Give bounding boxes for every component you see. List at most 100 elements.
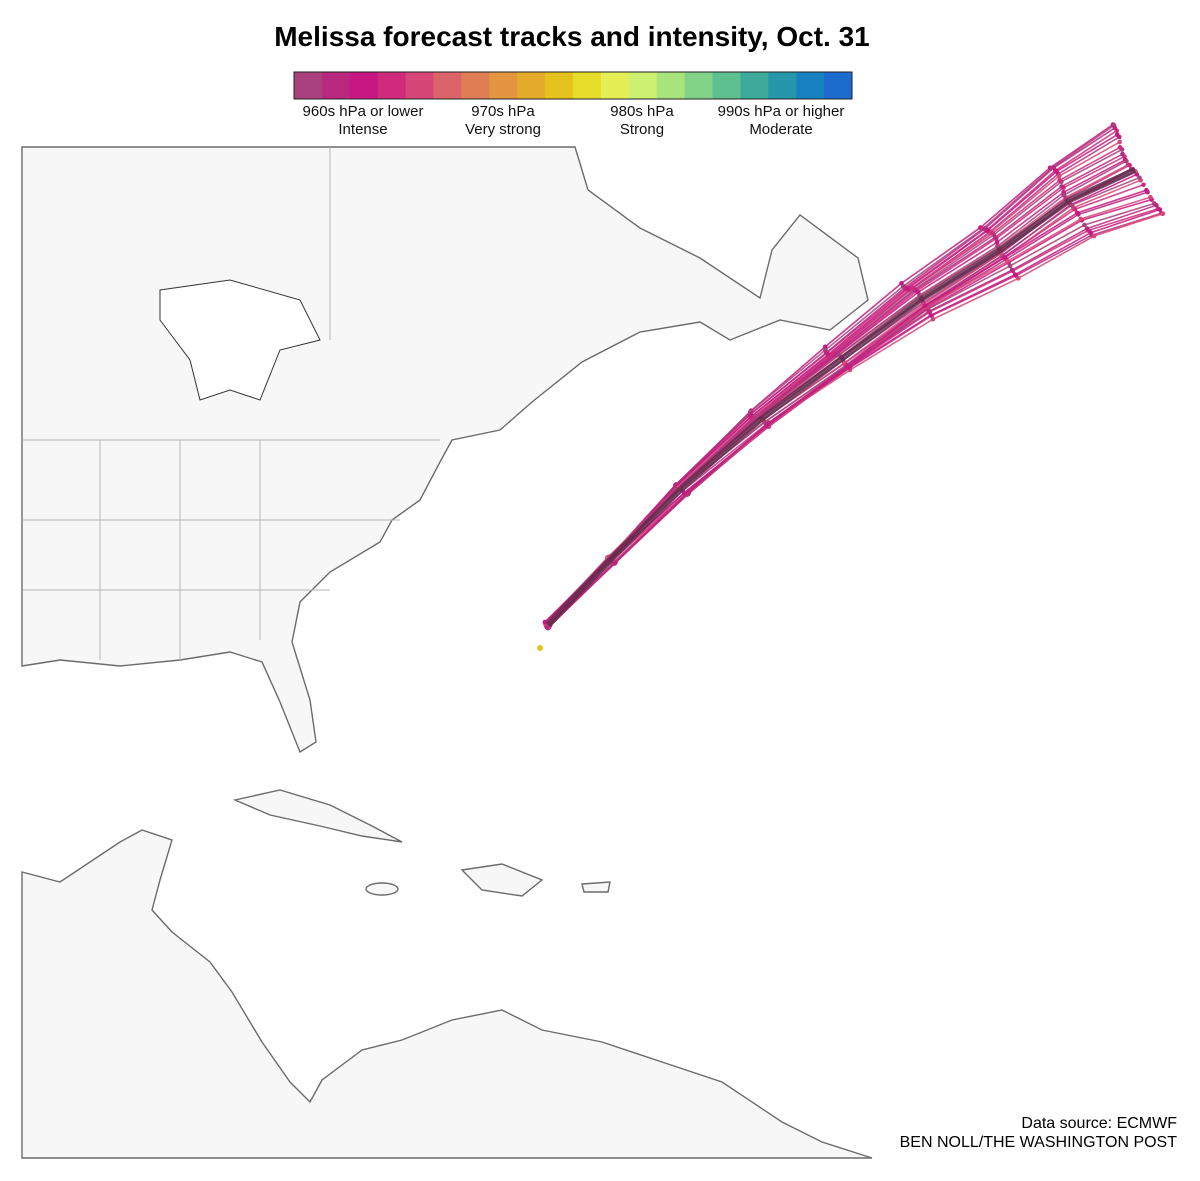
track-point: [1054, 169, 1059, 174]
legend-swatch: [824, 72, 853, 99]
track-point: [1117, 139, 1122, 145]
track-point: [1016, 276, 1021, 281]
track-point: [1160, 211, 1166, 217]
legend-frame: [293, 71, 853, 100]
track-point: [1059, 184, 1064, 189]
title: Melissa forecast tracks and intensity, O…: [274, 21, 870, 52]
track-point: [542, 619, 548, 625]
track-point: [922, 303, 928, 308]
legend-pressure: 970s hPa: [471, 103, 535, 120]
track-point: [754, 413, 759, 419]
track-point: [766, 420, 771, 426]
track-point: [1007, 263, 1013, 269]
jamaica: [365, 882, 399, 896]
legend-swatch: [768, 72, 797, 99]
legend-category: Very strong: [465, 121, 541, 138]
track-point: [1012, 272, 1018, 277]
source: Data source: ECMWF: [1021, 1115, 1177, 1132]
track-point: [1127, 162, 1132, 168]
track-point: [902, 285, 908, 290]
legend-swatch: [294, 72, 323, 99]
track-point: [1072, 206, 1078, 212]
legend-swatch: [377, 72, 407, 99]
track-point: [1144, 187, 1149, 193]
legend-swatch: [405, 72, 434, 99]
great-lakes: [159, 279, 321, 401]
track-point: [928, 313, 933, 318]
legend-swatch: [712, 72, 741, 99]
track-point: [1148, 194, 1153, 200]
track-point: [990, 230, 996, 236]
legend-pressure: 990s hPa or higher: [718, 103, 845, 120]
legend-swatch: [796, 72, 825, 99]
legend-swatch: [517, 72, 546, 99]
track-point: [611, 561, 617, 566]
track-point: [910, 285, 916, 291]
track-point: [1120, 151, 1125, 157]
track-point: [685, 490, 690, 496]
legend-swatch: [349, 72, 379, 99]
legend-swatch: [545, 72, 574, 99]
track-point: [1088, 230, 1094, 236]
forecast-tracks: [537, 122, 1166, 651]
track-point: [1061, 192, 1067, 198]
legend-swatch: [433, 72, 462, 99]
track-point: [1112, 125, 1118, 131]
track-point: [1069, 202, 1075, 208]
track-point: [1074, 210, 1080, 216]
track-point: [1091, 233, 1097, 239]
track-point: [926, 309, 931, 314]
legend-swatch: [321, 72, 351, 99]
legend-swatch: [656, 72, 686, 99]
legend-swatch: [740, 72, 769, 99]
track-point: [1124, 158, 1129, 164]
puerto-rico: [581, 881, 611, 893]
track-point: [1078, 216, 1084, 222]
track-point: [1084, 226, 1090, 231]
track-point: [1157, 207, 1163, 212]
track-point: [1137, 175, 1142, 180]
track-point: [1114, 132, 1120, 137]
track-point: [992, 235, 998, 240]
borders: [22, 147, 440, 660]
legend-category: Moderate: [749, 121, 812, 138]
track-point: [1002, 255, 1008, 260]
track-point: [1051, 165, 1057, 170]
legend-pressure: 980s hPa: [610, 103, 674, 120]
track-point: [823, 350, 829, 356]
track-point: [1009, 267, 1015, 273]
track-point: [1141, 182, 1146, 188]
start-point: [537, 645, 543, 651]
track-point: [1117, 145, 1123, 150]
credit: BEN NOLL/THE WASHINGTON POST: [900, 1134, 1178, 1151]
mean-track: [545, 167, 1137, 628]
track-point: [747, 412, 753, 417]
legend-swatch: [573, 72, 602, 99]
legend-swatch: [600, 72, 630, 99]
track-point: [1057, 178, 1062, 183]
track-point: [1056, 173, 1062, 179]
cuba: [232, 789, 403, 843]
legend-pressure: 960s hPa or lower: [303, 103, 424, 120]
track-point: [1005, 259, 1010, 264]
track-point: [1154, 202, 1159, 208]
track-point: [673, 482, 678, 488]
track-point: [983, 226, 988, 231]
legend-category: Intense: [338, 121, 387, 138]
legend-swatch: [489, 72, 518, 99]
legend-category: Strong: [620, 121, 664, 138]
legend-swatch: [684, 72, 713, 99]
track-point: [544, 624, 550, 630]
track-point: [930, 316, 936, 322]
track: [550, 146, 1121, 624]
track-point: [994, 239, 1000, 245]
basemap: [21, 146, 873, 1159]
track-point: [845, 363, 851, 368]
hispaniola: [460, 863, 544, 897]
central-south-america: [21, 829, 873, 1159]
legend-swatch: [628, 72, 658, 99]
legend-swatch: [461, 72, 490, 99]
track-point: [1082, 222, 1087, 228]
